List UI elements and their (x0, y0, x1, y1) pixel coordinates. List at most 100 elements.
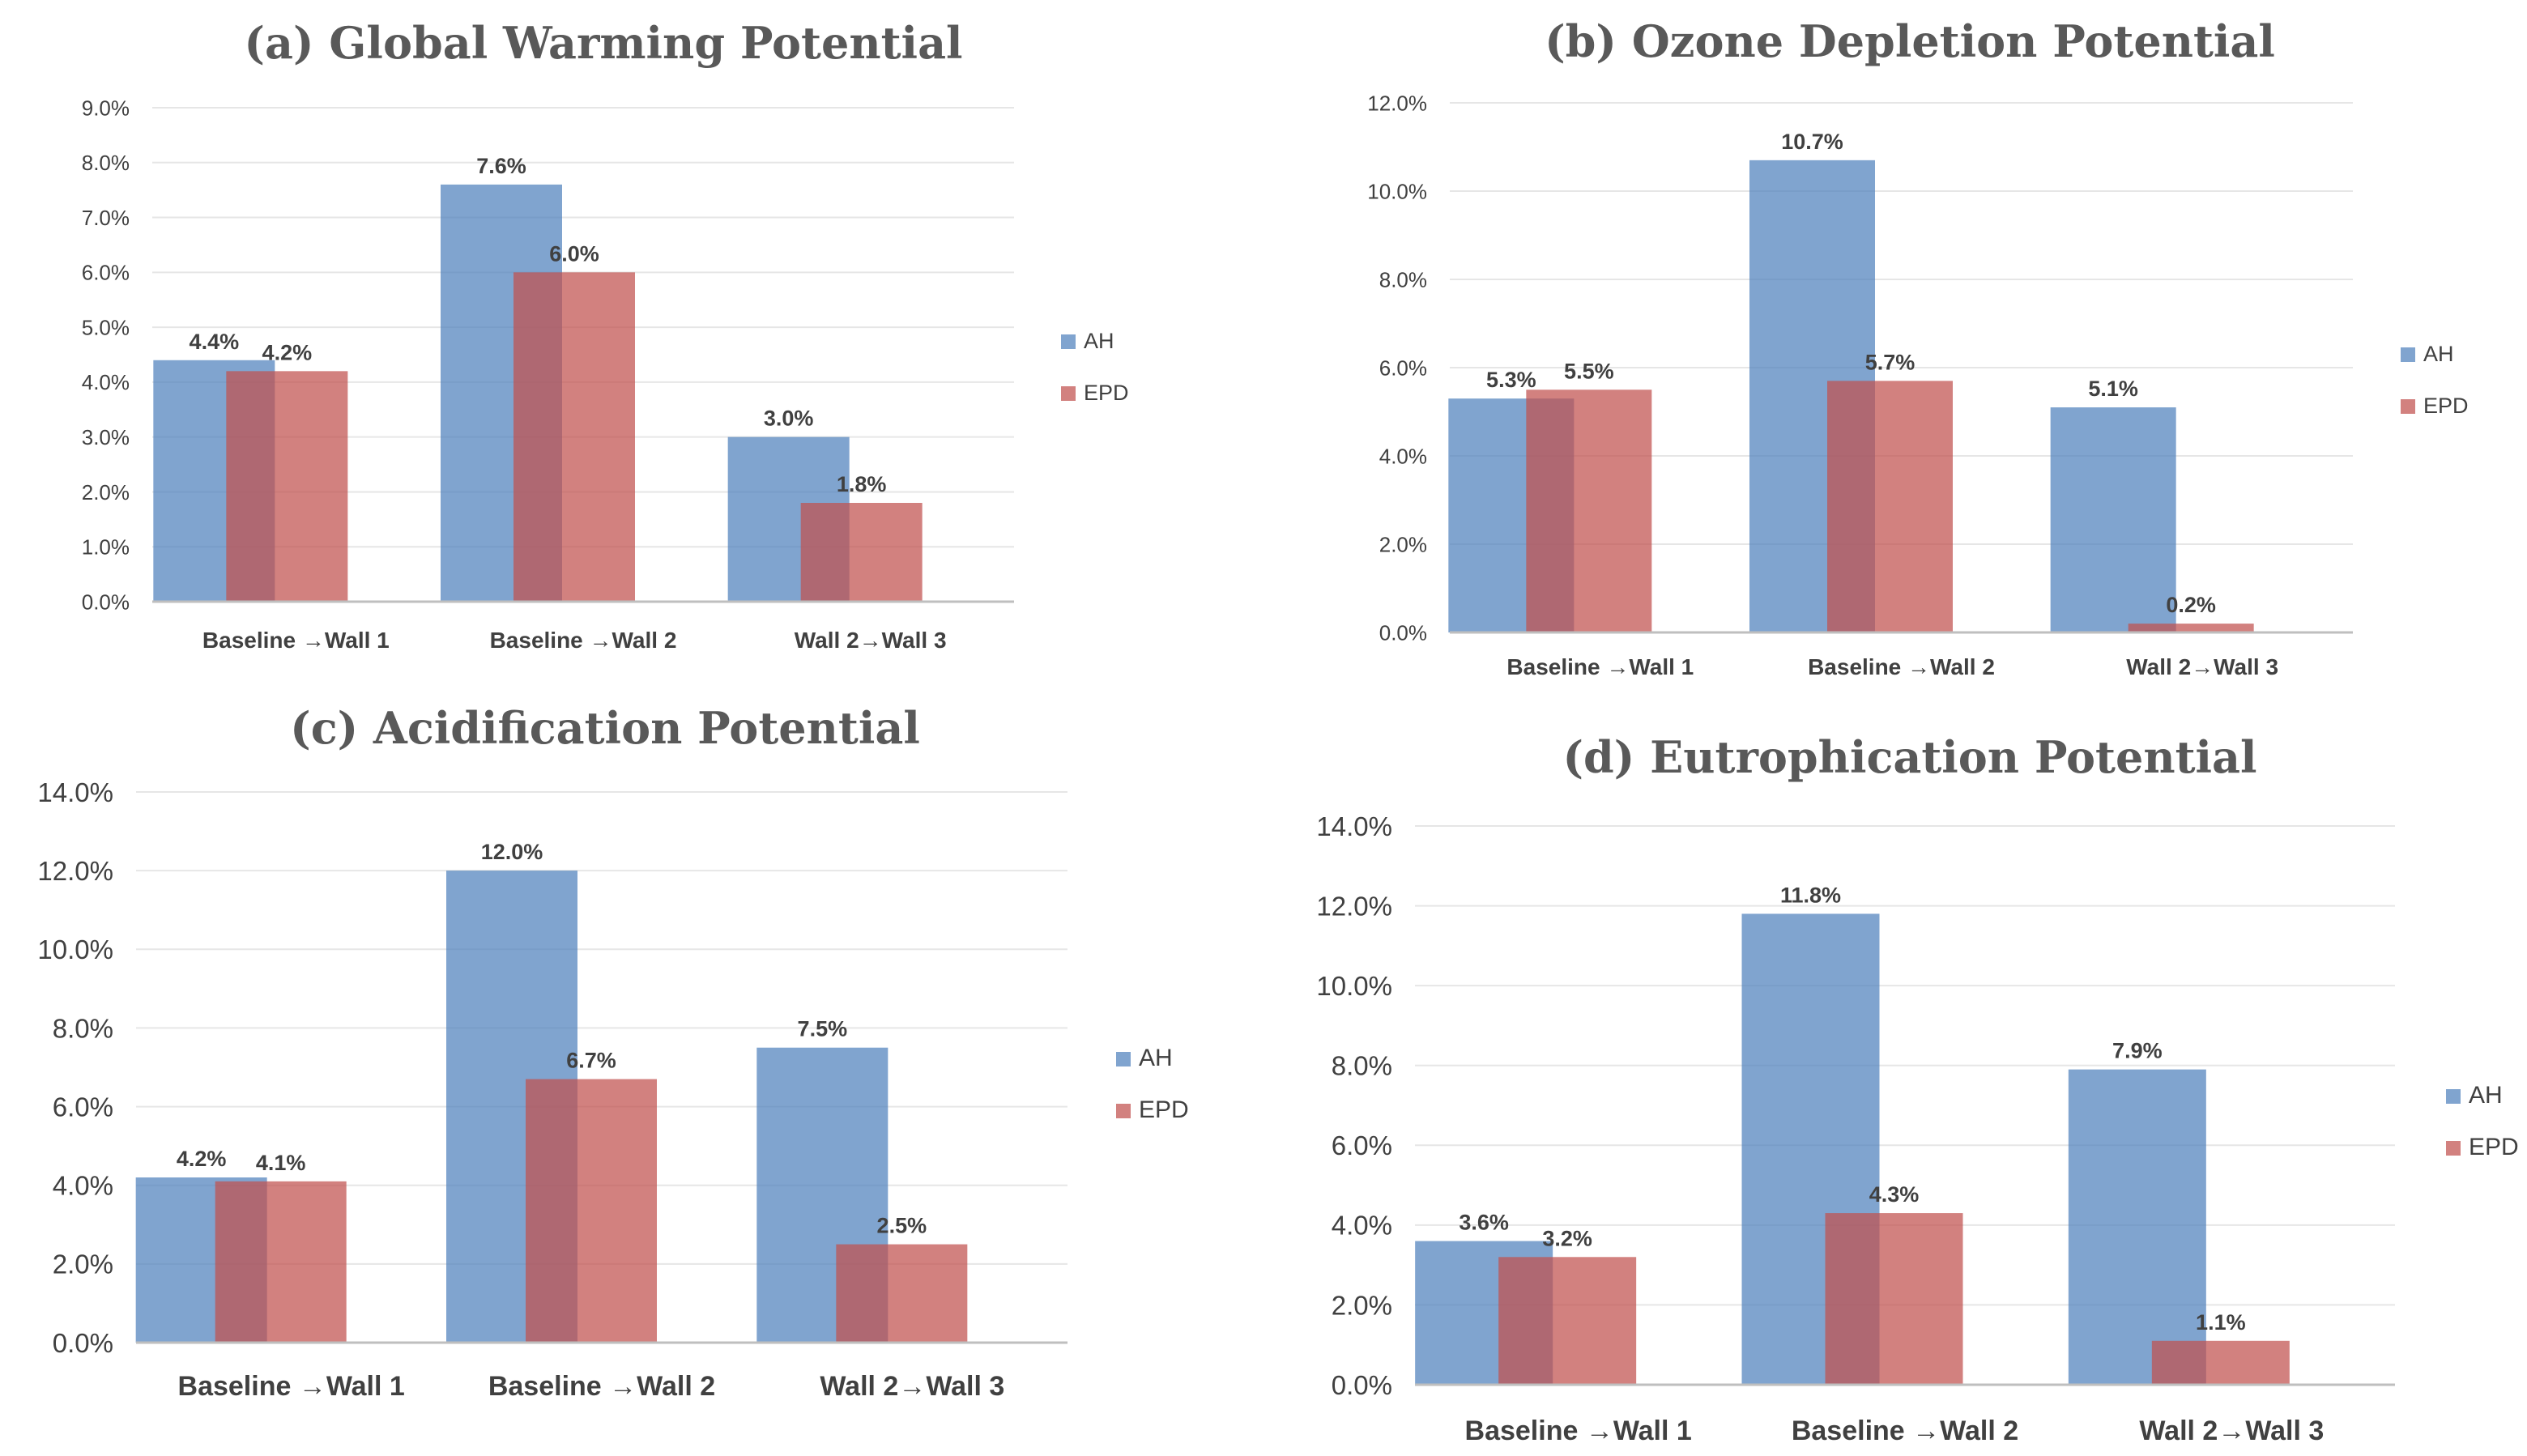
legend-swatch-ah (1061, 334, 1076, 349)
data-label: 7.5% (798, 1017, 848, 1041)
legend-swatch-ah (2401, 347, 2415, 362)
chart-title: (b) Ozone Depletion Potential (1545, 15, 2275, 67)
y-tick-label: 0.0% (53, 1328, 113, 1358)
legend-swatch-epd (2446, 1141, 2461, 1156)
y-tick-label: 0.0% (1332, 1370, 1392, 1400)
chart-title: (c) Acidification Potential (290, 702, 920, 754)
bar-epd (836, 1244, 968, 1343)
category-label: Baseline →Wall 2 (1808, 654, 1995, 679)
bar-ah (2050, 407, 2176, 632)
data-label: 4.2% (177, 1147, 227, 1171)
data-label: 5.3% (1486, 368, 1536, 392)
bar-epd (800, 503, 923, 602)
y-tick-label: 10.0% (1316, 971, 1392, 1001)
bar-ah (2068, 1069, 2206, 1385)
category-label: Wall 2→Wall 3 (795, 628, 947, 653)
y-tick-label: 6.0% (1379, 355, 1427, 380)
category-label: Baseline →Wall 1 (1465, 1416, 1692, 1446)
legend-swatch-epd (1061, 386, 1076, 401)
category-label: Baseline →Wall 1 (1506, 654, 1694, 679)
panel-acidification: (c) Acidification Potential 0.0% 2.0% 4.0% 6… (37, 702, 1188, 1402)
y-tick-label: 0.0% (1379, 620, 1427, 645)
y-tick-label: 4.0% (1379, 444, 1427, 468)
legend-label: AH (2469, 1082, 2503, 1109)
category-label: Baseline →Wall 2 (490, 628, 677, 653)
y-tick-label: 8.0% (1379, 267, 1427, 292)
data-label: 12.0% (481, 840, 543, 864)
bar-epd (1825, 1213, 1963, 1385)
legend-label: EPD (1084, 381, 1129, 405)
chart-title: (a) Global Warming Potential (244, 17, 962, 69)
legend-swatch-epd (2401, 399, 2415, 414)
y-tick-label: 8.0% (82, 151, 130, 175)
y-tick-label: 2.0% (82, 480, 130, 504)
legend-swatch-epd (1116, 1104, 1131, 1118)
legend-label: AH (1139, 1045, 1173, 1071)
data-label: 3.6% (1459, 1211, 1509, 1235)
y-tick-label: 9.0% (82, 96, 130, 120)
y-tick-label: 0.0% (82, 590, 130, 614)
y-tick-label: 2.0% (1379, 532, 1427, 556)
data-label: 7.9% (2112, 1039, 2163, 1063)
y-tick-label: 4.0% (53, 1171, 113, 1201)
bar-epd (1526, 390, 1652, 632)
y-tick-label: 4.0% (1332, 1211, 1392, 1241)
data-label: 1.8% (837, 472, 887, 496)
y-tick-label: 6.0% (53, 1092, 113, 1122)
legend-label: EPD (1139, 1096, 1189, 1123)
bar-epd (2128, 624, 2254, 632)
y-tick-label: 5.0% (82, 315, 130, 339)
data-label: 5.7% (1865, 350, 1915, 374)
legend-swatch-ah (2446, 1089, 2461, 1104)
data-label: 6.7% (566, 1049, 616, 1073)
data-label: 5.5% (1564, 359, 1614, 383)
category-label: Wall 2→Wall 3 (820, 1371, 1004, 1402)
y-tick-label: 2.0% (53, 1250, 113, 1279)
data-label: 3.0% (764, 407, 814, 431)
y-tick-label: 6.0% (1332, 1130, 1392, 1160)
y-tick-label: 2.0% (1332, 1290, 1392, 1320)
data-label: 4.1% (256, 1151, 306, 1175)
bar-epd (1498, 1257, 1637, 1385)
panel-ozone-depletion: (b) Ozone Depletion Potential 0.0% 2.0% 4.0… (1367, 15, 2468, 679)
category-label: Baseline →Wall 2 (488, 1371, 715, 1402)
y-tick-label: 1.0% (82, 535, 130, 560)
legend-label: EPD (2469, 1134, 2519, 1160)
data-label: 11.8% (1780, 883, 1841, 907)
data-label: 4.3% (1869, 1182, 1920, 1207)
data-label: 7.6% (476, 154, 526, 178)
y-tick-label: 3.0% (82, 425, 130, 449)
chart-title: (d) Eutrophication Potential (1562, 731, 2256, 783)
y-tick-label: 14.0% (1316, 811, 1392, 841)
bar-epd (2151, 1340, 2290, 1385)
bar-epd (215, 1181, 347, 1343)
data-label: 0.2% (2166, 593, 2216, 617)
bar-epd (226, 371, 348, 602)
y-tick-label: 6.0% (82, 261, 130, 285)
data-label: 10.7% (1781, 130, 1843, 154)
bar-epd (526, 1079, 657, 1343)
category-label: Wall 2→Wall 3 (2126, 654, 2278, 679)
data-label: 4.2% (262, 340, 313, 364)
data-label: 4.4% (190, 330, 240, 354)
y-tick-label: 12.0% (1316, 891, 1392, 921)
data-label: 2.5% (877, 1214, 927, 1238)
category-label: Baseline →Wall 2 (1792, 1416, 2018, 1446)
y-tick-label: 4.0% (82, 370, 130, 394)
legend-swatch-ah (1116, 1052, 1131, 1066)
y-tick-label: 8.0% (1332, 1051, 1392, 1081)
legend-label: EPD (2423, 394, 2469, 418)
data-label: 1.1% (2196, 1310, 2246, 1335)
y-tick-label: 12.0% (1367, 91, 1427, 115)
legend-label: AH (2423, 342, 2454, 366)
bar-epd (1827, 381, 1953, 632)
y-tick-label: 10.0% (1367, 179, 1427, 203)
y-tick-label: 14.0% (37, 777, 113, 807)
y-tick-label: 7.0% (82, 206, 130, 230)
data-label: 5.1% (2088, 377, 2138, 401)
y-tick-label: 8.0% (53, 1013, 113, 1043)
panel-eutrophication: (d) Eutrophication Potential 0.0% 2.0% 4.0%… (1316, 731, 2518, 1446)
category-label: Wall 2→Wall 3 (2139, 1416, 2324, 1446)
y-tick-label: 10.0% (37, 934, 113, 964)
